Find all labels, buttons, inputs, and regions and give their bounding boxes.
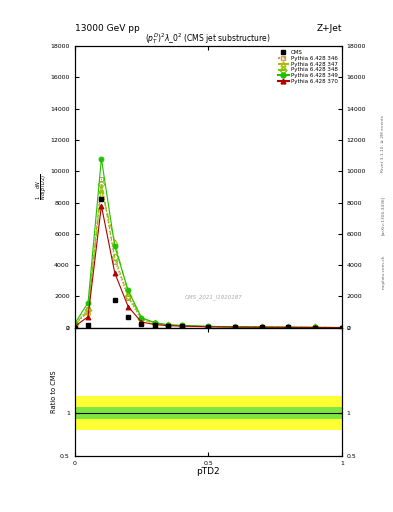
Text: Rivet 3.1.10, ≥ 2M events: Rivet 3.1.10, ≥ 2M events — [381, 115, 385, 172]
Legend: CMS, Pythia 6.428 346, Pythia 6.428 347, Pythia 6.428 348, Pythia 6.428 349, Pyt: CMS, Pythia 6.428 346, Pythia 6.428 347,… — [277, 49, 339, 85]
Text: [arXiv:1306.3436]: [arXiv:1306.3436] — [381, 196, 385, 234]
Y-axis label: Ratio to CMS: Ratio to CMS — [51, 370, 57, 413]
X-axis label: pTD2: pTD2 — [196, 467, 220, 476]
Title: $(p_T^D)^2\lambda\_0^2$ (CMS jet substructure): $(p_T^D)^2\lambda\_0^2$ (CMS jet substru… — [145, 31, 271, 46]
Text: 13000 GeV pp: 13000 GeV pp — [75, 24, 140, 33]
Text: CMS_2021_I1920187: CMS_2021_I1920187 — [185, 294, 242, 300]
Text: Z+Jet: Z+Jet — [316, 24, 342, 33]
Text: mcplots.cern.ch: mcplots.cern.ch — [381, 254, 385, 289]
Y-axis label: $\frac{1}{N}\frac{dN}{d(pTD2)}$: $\frac{1}{N}\frac{dN}{d(pTD2)}$ — [34, 174, 49, 200]
